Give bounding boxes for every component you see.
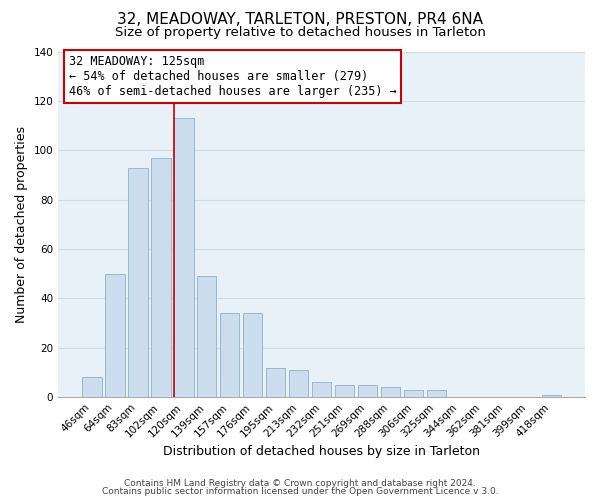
Text: Contains HM Land Registry data © Crown copyright and database right 2024.: Contains HM Land Registry data © Crown c… <box>124 478 476 488</box>
Bar <box>105 274 125 397</box>
Bar <box>335 385 355 397</box>
Text: 32 MEADOWAY: 125sqm
← 54% of detached houses are smaller (279)
46% of semi-detac: 32 MEADOWAY: 125sqm ← 54% of detached ho… <box>69 55 397 98</box>
Bar <box>266 368 286 397</box>
Text: 32, MEADOWAY, TARLETON, PRESTON, PR4 6NA: 32, MEADOWAY, TARLETON, PRESTON, PR4 6NA <box>117 12 483 28</box>
Bar <box>427 390 446 397</box>
Text: Size of property relative to detached houses in Tarleton: Size of property relative to detached ho… <box>115 26 485 39</box>
Bar <box>404 390 423 397</box>
Text: Contains public sector information licensed under the Open Government Licence v : Contains public sector information licen… <box>101 487 499 496</box>
Bar <box>82 378 101 397</box>
Y-axis label: Number of detached properties: Number of detached properties <box>15 126 28 323</box>
Bar <box>174 118 194 397</box>
Bar <box>542 395 561 397</box>
Bar <box>220 314 239 397</box>
Bar <box>197 276 217 397</box>
Bar <box>128 168 148 397</box>
X-axis label: Distribution of detached houses by size in Tarleton: Distribution of detached houses by size … <box>163 444 480 458</box>
Bar <box>358 385 377 397</box>
Bar <box>243 314 262 397</box>
Bar <box>289 370 308 397</box>
Bar <box>381 388 400 397</box>
Bar <box>312 382 331 397</box>
Bar <box>151 158 170 397</box>
